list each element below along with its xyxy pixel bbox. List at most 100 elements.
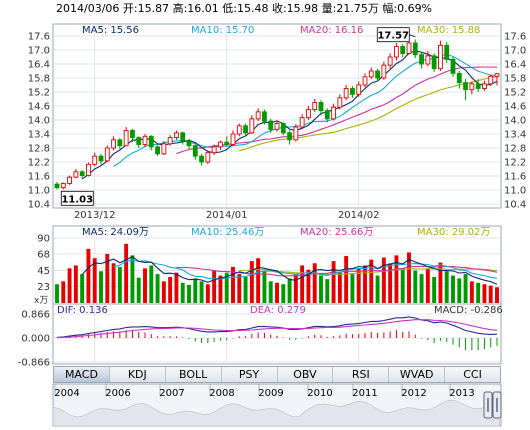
volume-bar bbox=[218, 275, 223, 303]
macd-lines bbox=[56, 316, 498, 339]
price-y-tick-left: 15.2 bbox=[28, 88, 50, 99]
quote-header: 2014/03/06 开:15.87 高:16.01 低:15.48 收:15.… bbox=[56, 1, 432, 15]
volume-y-tick: 68 bbox=[37, 249, 50, 260]
timeline-handle-right[interactable] bbox=[492, 391, 502, 419]
volume-bar bbox=[61, 281, 66, 303]
tab-boll[interactable]: BOLL bbox=[166, 367, 222, 382]
price-y-tick-left: 11.6 bbox=[28, 172, 50, 183]
price-candle-body bbox=[142, 135, 148, 145]
price-y-tick-left: 16.4 bbox=[28, 60, 50, 71]
volume-bar bbox=[67, 268, 72, 303]
price-panel[interactable] bbox=[52, 23, 502, 209]
volume-bar bbox=[375, 275, 380, 303]
volume-bar bbox=[105, 253, 110, 303]
price-x-tick: 2014/02 bbox=[338, 210, 380, 221]
macd-legend: DIF: 0.136 DEA: 0.279 MACD: -0.286 bbox=[57, 305, 503, 316]
volume-bar bbox=[400, 268, 405, 303]
price-candle-body bbox=[343, 88, 349, 99]
volume-bar bbox=[174, 272, 179, 303]
price-y-tick-right: 15.2 bbox=[504, 88, 526, 99]
price-candle-body bbox=[123, 130, 129, 147]
price-candle-body bbox=[130, 130, 135, 138]
timeline-year: 2012 bbox=[401, 388, 426, 399]
tab-cci[interactable]: CCI bbox=[463, 368, 482, 381]
price-candle-body bbox=[161, 143, 167, 155]
price-candle-body bbox=[381, 64, 387, 79]
volume-bar bbox=[344, 256, 349, 303]
volume-legend-ma30: MA30: 29.02万 bbox=[417, 227, 490, 238]
price-candle-body bbox=[400, 46, 406, 54]
price-candle-body bbox=[262, 111, 267, 122]
volume-ma20-line bbox=[176, 265, 498, 277]
volume-bar bbox=[130, 255, 135, 303]
price-candle-body bbox=[98, 155, 104, 162]
volume-bar bbox=[199, 281, 204, 303]
price-candle-body bbox=[406, 42, 412, 54]
price-candle-body bbox=[494, 73, 500, 77]
tab-obv[interactable]: OBV bbox=[278, 367, 334, 382]
price-y-tick-left: 17.6 bbox=[28, 32, 50, 43]
indicator-tabs: MACD KDJ BOLL PSY OBV RSI WVAD CCI bbox=[53, 366, 501, 383]
volume-bar bbox=[275, 282, 279, 303]
price-candle-body bbox=[167, 137, 173, 145]
price-candle-body bbox=[249, 118, 255, 134]
price-candle-body bbox=[192, 145, 198, 157]
volume-bar bbox=[312, 263, 317, 303]
price-ma30-line bbox=[239, 75, 498, 152]
price-candle-body bbox=[318, 102, 324, 112]
price-y-tick-left: 14.6 bbox=[28, 102, 50, 113]
volume-bar bbox=[111, 263, 116, 303]
tab-psy[interactable]: PSY bbox=[222, 367, 278, 382]
price-candle-body bbox=[412, 42, 418, 56]
timeline-handle-left[interactable] bbox=[483, 391, 493, 419]
price-candle-body bbox=[438, 44, 443, 70]
volume-bar bbox=[350, 274, 355, 303]
volume-bar bbox=[369, 259, 374, 303]
volume-bar bbox=[319, 275, 323, 303]
tab-rsi[interactable]: RSI bbox=[333, 367, 390, 382]
price-y-tick-left: 11.0 bbox=[28, 186, 50, 197]
volume-bar bbox=[495, 287, 499, 303]
price-candle-body bbox=[73, 171, 79, 178]
volume-ma10-line bbox=[113, 259, 498, 280]
price-candle-body bbox=[394, 46, 399, 58]
volume-bar bbox=[262, 271, 267, 303]
volume-y-tick: 23 bbox=[37, 282, 50, 293]
volume-legend-ma10: MA10: 25.46万 bbox=[191, 227, 264, 238]
price-y-tick-right: 10.4 bbox=[504, 200, 526, 211]
volume-unit-label: x万 bbox=[34, 296, 48, 306]
volume-bar bbox=[92, 258, 97, 303]
tab-kdj[interactable]: KDJ bbox=[110, 367, 166, 382]
volume-bar bbox=[161, 281, 166, 303]
timeline-year: 2004 bbox=[54, 388, 79, 399]
price-candle-body bbox=[356, 84, 362, 95]
price-candle-body bbox=[92, 155, 98, 165]
macd-legend-macd: MACD: -0.286 bbox=[434, 305, 503, 316]
price-candle-body bbox=[488, 75, 494, 85]
price-y-tick-right: 15.8 bbox=[504, 74, 526, 85]
price-candle-body bbox=[306, 109, 311, 119]
price-y-tick-left: 15.8 bbox=[28, 74, 50, 85]
price-candle-body bbox=[387, 56, 393, 66]
volume-bar bbox=[381, 257, 386, 303]
volume-ma-legend: MA5: 24.09万 MA10: 25.46万 MA20: 25.66万 MA30:… bbox=[82, 227, 490, 238]
price-annotations: 17.57 11.03 bbox=[60, 27, 416, 206]
volume-bar bbox=[168, 277, 173, 303]
tab-wvad[interactable]: WVAD bbox=[389, 367, 446, 382]
price-candle-body bbox=[444, 44, 450, 60]
volume-bar bbox=[205, 284, 210, 303]
low-label-text: 11.03 bbox=[61, 194, 93, 205]
price-y-tick-left: 10.4 bbox=[28, 200, 50, 211]
price-candle-body bbox=[299, 117, 305, 128]
volume-bar bbox=[99, 271, 103, 303]
tab-macd[interactable]: MACD bbox=[54, 367, 110, 382]
volume-bar bbox=[136, 277, 141, 303]
volume-bars bbox=[55, 243, 499, 303]
price-y-tick-right: 11.0 bbox=[504, 186, 526, 197]
volume-bar bbox=[325, 279, 330, 303]
volume-bar bbox=[444, 271, 449, 303]
price-candle-body bbox=[482, 83, 487, 89]
volume-bar bbox=[249, 261, 254, 303]
volume-bar bbox=[306, 269, 311, 303]
